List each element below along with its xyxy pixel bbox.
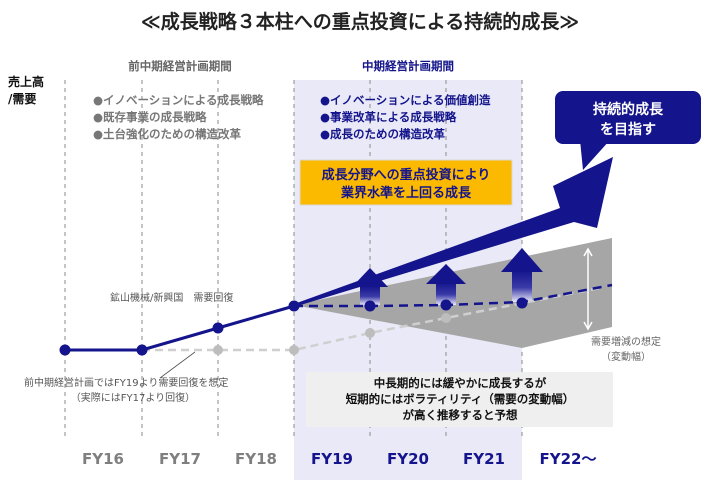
current-plan-bullet: ●事業改革による成長戦略 bbox=[320, 110, 457, 124]
outlook-box bbox=[306, 372, 613, 427]
fy-label: FY21 bbox=[463, 450, 505, 468]
fy-label: FY19 bbox=[311, 450, 353, 468]
up-arrow-fy21 bbox=[426, 264, 466, 305]
assumption-note-line2: （実際にはFY17より回復） bbox=[71, 391, 195, 404]
fy-label: FY17 bbox=[159, 450, 201, 468]
goal-text-line2: を目指す bbox=[600, 121, 656, 138]
previous-plan-bullet: ●イノベーションによる成長戦略 bbox=[93, 93, 264, 107]
fiscal-year-labels: FY16 FY17 FY18 FY19 FY20 FY21 FY22〜 bbox=[82, 450, 596, 468]
data-point-gray bbox=[289, 345, 299, 355]
y-axis-label-line2: /需要 bbox=[8, 91, 36, 106]
up-arrow-fy20 bbox=[350, 268, 390, 305]
goal-text-line1: 持続的成長 bbox=[593, 101, 664, 118]
current-plan-bullet: ●成長のための構造改革 bbox=[320, 127, 446, 141]
fy-label: FY16 bbox=[82, 450, 124, 468]
data-point bbox=[440, 299, 452, 311]
volatility-label-line1: 需要増減の想定 bbox=[591, 335, 661, 348]
fy-label: FY18 bbox=[235, 450, 277, 468]
data-point bbox=[364, 300, 376, 312]
assumption-note-line1: 前中期経営計画ではFY19より需要回復を想定 bbox=[24, 376, 228, 389]
fy-label: FY20 bbox=[387, 450, 429, 468]
data-point bbox=[212, 322, 224, 334]
recovery-note: 鉱山機械/新興国 需要回復 bbox=[110, 291, 233, 304]
actual-line bbox=[65, 304, 295, 352]
data-point-gray bbox=[213, 345, 223, 355]
outlook-text-line2: 短期的にはボラティリティ（需要の変動幅） bbox=[346, 392, 575, 406]
data-point bbox=[136, 344, 148, 356]
outlook-text-line1: 中長期的には緩やかに成長するが bbox=[374, 376, 547, 390]
assumption-leader-line bbox=[159, 351, 196, 379]
fy-label: FY22〜 bbox=[540, 450, 597, 468]
investment-box bbox=[299, 159, 513, 206]
y-axis-label-line1: 売上高 bbox=[8, 74, 44, 89]
data-point-gray bbox=[365, 328, 375, 338]
current-plan-label: 中期経営計画期間 bbox=[362, 59, 454, 73]
data-point-gray bbox=[441, 313, 451, 323]
volatility-range-arrow bbox=[583, 247, 593, 331]
investment-text-line1: 成長分野への重点投資により bbox=[322, 167, 491, 183]
previous-plan-bullet: ●土台強化のための構造改革 bbox=[93, 127, 242, 141]
page-title: ≪成長戦略３本柱への重点投資による持続的成長≫ bbox=[141, 10, 579, 33]
up-arrow-fy22 bbox=[501, 248, 543, 302]
outlook-text-line3: が高く推移すると予想 bbox=[403, 408, 518, 422]
previous-plan-bullet: ●既存事業の成長戦略 bbox=[93, 110, 207, 124]
data-point bbox=[516, 297, 528, 309]
previous-plan-label: 前中期経営計画期間 bbox=[128, 59, 232, 73]
current-plan-bullet: ●イノベーションによる価値創造 bbox=[320, 93, 491, 107]
data-point bbox=[59, 344, 71, 356]
volatility-label-line2: （変動幅） bbox=[601, 350, 651, 363]
data-point bbox=[288, 300, 300, 312]
goal-callout bbox=[555, 91, 701, 170]
investment-text-line2: 業界水準を上回る成長 bbox=[340, 185, 472, 201]
